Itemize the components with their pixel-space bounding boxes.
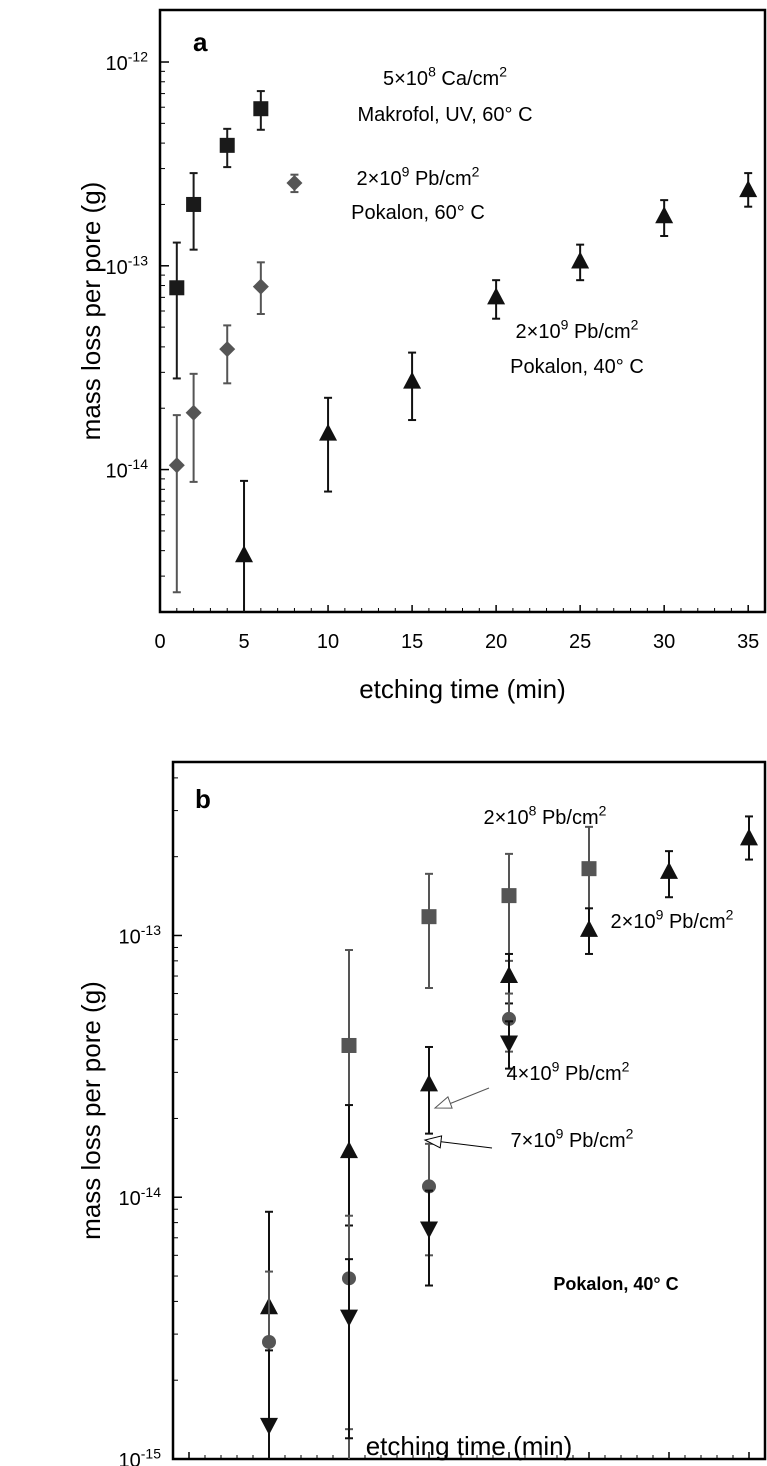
series-arrow-line [434,1140,493,1149]
series-label: 2×109 Pb/cm2 [357,164,480,190]
y-tick-label: 10-14 [106,456,149,482]
data-point-square [341,1037,357,1053]
series-arrow-head [423,1135,443,1149]
data-point-triangle-up [487,287,506,305]
data-point-triangle-up [403,371,422,389]
data-point-triangle-down [500,1035,518,1053]
y-tick-label: 10-13 [106,252,149,278]
series-label-line2: Pokalon, 40° C [510,356,644,378]
y-tick-label: 10-14 [119,1184,162,1210]
data-point-triangle-up [660,861,678,879]
data-point-triangle-up [571,251,590,269]
y-tick-label: 10-15 [119,1446,162,1466]
data-point-triangle-up [420,1074,438,1092]
x-axis-label: etching time (min) [366,1431,573,1461]
series-label: 5×108 Ca/cm2 [383,64,507,90]
data-point-triangle-up [319,423,338,441]
y-tick-label: 10-13 [119,922,162,948]
x-tick-label: 0 [154,631,165,653]
series-label: 7×109 Pb/cm2 [511,1126,634,1152]
series-label: 2×109 Pb/cm2 [516,317,639,343]
data-point-triangle-up [580,919,598,937]
series-2: 4×109 Pb/cm2 [262,992,630,1459]
panel-label: a [193,27,208,57]
series-label: 2×108 Pb/cm2 [484,803,607,829]
chart-panel-a: 0 5 10 15 20 25 30 35 10-12 10-13 10-14 etching tim… [76,8,767,704]
panel-label: b [195,784,211,814]
data-point-circle [502,1011,516,1026]
x-tick-label: 5 [238,631,249,653]
x-tick-label: 30 [653,631,675,653]
plot-frame [171,760,767,1461]
series-3: 7×109 Pb/cm2 [260,1020,634,1459]
data-point-triangle-up [740,828,758,846]
data-point-triangle-down [420,1221,438,1239]
data-point-triangle-up [739,180,758,198]
data-point-triangle-down [340,1309,358,1327]
data-point-circle [262,1334,276,1349]
data-point-square [421,909,437,925]
data-point-triangle-up [500,966,518,984]
x-tick-label: 20 [485,631,507,653]
x-axis-label: etching time (min) [359,674,566,704]
series-2: 2×109 Pb/cm2 Pokalon, 40° C [235,172,758,612]
series-label: 2×109 Pb/cm2 [611,907,734,933]
data-point-diamond [185,404,202,421]
data-point-triangle-up [235,545,254,563]
x-tick-label: 35 [737,631,759,653]
x-tick-label: 25 [569,631,591,653]
series-label: 4×109 Pb/cm2 [507,1059,630,1085]
data-point-triangle-down [260,1417,278,1435]
series-arrow-head [433,1095,453,1109]
data-point-diamond [252,278,269,295]
panel-annotation: Pokalon, 40° C [553,1274,678,1294]
data-point-square [169,280,185,296]
data-point-square [501,888,517,904]
series-0: 5×108 Ca/cm2 Makrofol, UV, 60° C [169,64,533,380]
data-point-triangle-up [340,1141,358,1159]
y-axis-label: mass loss per pore (g) [76,981,106,1240]
data-point-square [253,101,269,117]
series-label-line2: Makrofol, UV, 60° C [357,104,532,126]
series-label-line2: Pokalon, 60° C [351,202,485,224]
data-point-diamond [219,341,236,358]
series-arrow-line [444,1087,490,1107]
series-1: 2×109 Pb/cm2 Pokalon, 60° C [168,164,485,594]
plot-frame [158,8,767,614]
x-tick-label: 15 [401,631,423,653]
data-point-diamond [286,174,303,191]
data-point-square [219,137,235,153]
data-point-square [581,861,597,877]
y-tick-label: 10-12 [106,49,149,75]
data-point-square [186,196,202,212]
y-axis-label: mass loss per pore (g) [76,182,106,441]
x-tick-label: 10 [317,631,339,653]
data-point-diamond [168,457,185,474]
data-point-triangle-up [655,206,674,224]
